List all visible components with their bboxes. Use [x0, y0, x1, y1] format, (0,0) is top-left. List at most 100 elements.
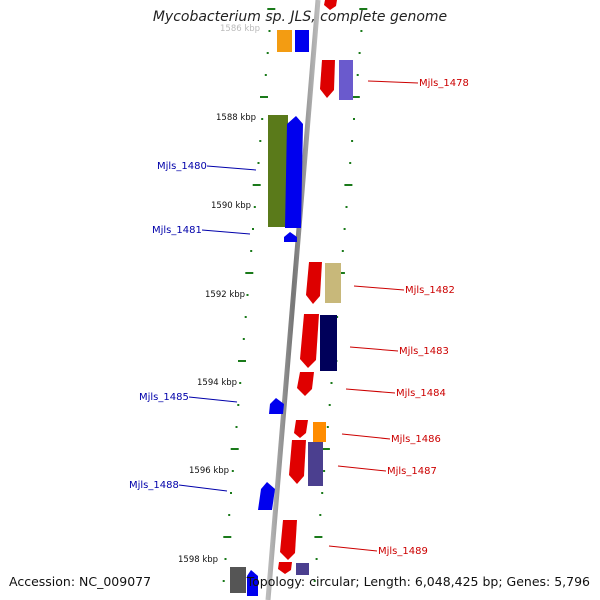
- track-dot: [228, 514, 231, 516]
- ruler-tick-label: 1592 kbp: [205, 290, 245, 300]
- left-gene-labels: Mjls_1480 Mjls_1481 Mjls_1485 Mjls_1488: [129, 161, 207, 491]
- track-dot: [323, 470, 326, 472]
- track-dot: [237, 404, 240, 406]
- track-dot: [358, 52, 361, 54]
- accession-text: Accession: NC_009077: [9, 574, 152, 589]
- ruler-tick-label: 1594 kbp: [197, 378, 237, 388]
- gene-block: [313, 422, 326, 442]
- ruler-tick-label: 1588 kbp: [216, 113, 256, 123]
- track-dot: [314, 536, 323, 538]
- gene-arrow: [320, 60, 335, 98]
- track-dot: [224, 558, 227, 560]
- track-dot: [336, 316, 339, 318]
- track-dot: [345, 206, 348, 208]
- ruler-tick-label: 1590 kbp: [211, 201, 251, 211]
- track-dot: [264, 74, 267, 76]
- gene-arrow: [289, 440, 306, 484]
- gene-label: Mjls_1483: [399, 346, 449, 357]
- track-dot: [315, 558, 318, 560]
- gene-label: Mjls_1488: [129, 480, 179, 491]
- reverse-genes: [230, 30, 309, 596]
- gene-arrow: [280, 520, 297, 560]
- topology-text: Topology: circular; Length: 6,048,425 bp…: [246, 574, 590, 589]
- gene-block: [268, 115, 288, 227]
- gene-block: [296, 563, 309, 575]
- track-dot: [223, 536, 232, 538]
- track-dot: [360, 30, 363, 32]
- gene-arrow: [285, 116, 303, 228]
- track-dot: [252, 184, 261, 186]
- track-dot: [238, 360, 246, 362]
- gene-label: Mjls_1486: [391, 434, 441, 445]
- gene-arrow: [284, 232, 297, 242]
- genome-backbone: [265, 0, 321, 600]
- track-dot: [239, 382, 242, 384]
- track-dot: [230, 492, 232, 494]
- ruler-tick-label: 1586 kbp: [220, 24, 260, 34]
- gene-label: Mjls_1487: [387, 466, 437, 477]
- track-dot: [313, 580, 316, 582]
- gene-arrow: [258, 482, 275, 510]
- gene-label: Mjls_1489: [378, 546, 428, 557]
- gene-arrow: [300, 314, 319, 368]
- track-dot: [235, 426, 238, 428]
- track-dot: [250, 250, 253, 252]
- track-dot: [359, 8, 368, 10]
- gene-arrow: [278, 562, 292, 574]
- gene-block: [308, 442, 323, 486]
- gene-block: [277, 30, 292, 52]
- forward-genes: [278, 0, 353, 575]
- gene-block: [339, 60, 353, 100]
- left-dotted-track: [222, 8, 276, 582]
- track-dot: [319, 514, 322, 516]
- gene-label: Mjls_1485: [139, 392, 189, 403]
- track-dot: [252, 228, 254, 230]
- track-dot: [267, 8, 276, 10]
- gene-label: Mjls_1480: [157, 161, 207, 172]
- gene-label: Mjls_1482: [405, 285, 455, 296]
- gene-block: [295, 30, 309, 52]
- gene-arrow: [306, 262, 322, 304]
- gene-arrow: [324, 0, 337, 10]
- track-dot: [326, 426, 329, 428]
- right-gene-labels: Mjls_1478 Mjls_1482 Mjls_1483 Mjls_1484 …: [378, 78, 469, 557]
- track-dot: [351, 96, 360, 98]
- gene-arrow: [297, 372, 314, 396]
- ruler-tick-label: 1598 kbp: [178, 555, 218, 565]
- ruler-tick-label: 1596 kbp: [189, 466, 229, 476]
- track-dot: [260, 96, 268, 98]
- track-dot: [328, 404, 331, 406]
- track-dot: [344, 184, 353, 186]
- track-dot: [261, 118, 264, 120]
- track-dot: [244, 316, 247, 318]
- track-dot: [356, 74, 359, 76]
- ruler-labels: 1586 kbp 1588 kbp 1590 kbp 1592 kbp 1594…: [178, 24, 260, 565]
- track-dot: [253, 206, 256, 208]
- track-dot: [246, 294, 249, 296]
- track-dot: [268, 30, 271, 32]
- track-dot: [266, 52, 269, 54]
- gene-block: [325, 263, 341, 303]
- track-dot: [353, 118, 355, 120]
- track-dot: [257, 162, 260, 164]
- track-dot: [259, 140, 262, 142]
- track-dot: [351, 140, 354, 142]
- gene-label: Mjls_1481: [152, 225, 202, 236]
- track-dot: [231, 470, 234, 472]
- track-dot: [343, 228, 346, 230]
- label-leaders: [178, 80, 419, 552]
- track-dot: [242, 338, 245, 340]
- track-dot: [222, 580, 225, 582]
- track-dot: [321, 448, 330, 450]
- track-dot: [330, 382, 333, 384]
- gene-block: [320, 315, 337, 371]
- track-dot: [245, 272, 254, 274]
- gene-label: Mjls_1478: [419, 78, 469, 89]
- gene-block: [230, 567, 246, 593]
- track-dot: [321, 492, 324, 494]
- track-dot: [341, 250, 344, 252]
- gene-arrow: [247, 570, 258, 596]
- gene-arrow: [269, 398, 284, 414]
